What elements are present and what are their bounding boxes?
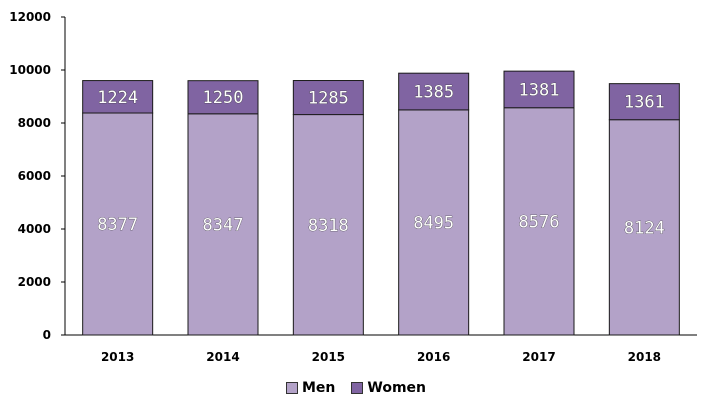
y-tick-label: 6000 <box>18 169 51 183</box>
data-label-women-2015: 1285 <box>308 89 349 109</box>
bar-men-2013 <box>82 112 154 336</box>
data-label-men-2016: 8495 <box>413 213 454 233</box>
x-tick-label: 2018 <box>628 350 661 364</box>
data-label-men-2013: 8377 <box>97 215 138 235</box>
legend-label-women: Women <box>367 380 427 396</box>
legend-item-women: Women <box>351 380 426 396</box>
bar-women-2018 <box>608 83 680 121</box>
x-tick-label: 2013 <box>101 350 134 364</box>
bar-men-2015 <box>292 114 364 336</box>
x-tick-label: 2017 <box>522 350 555 364</box>
bar-women-2013 <box>82 80 154 114</box>
y-tick-label: 12000 <box>9 10 51 24</box>
legend-label-men: Men <box>301 380 336 396</box>
bar-women-2017 <box>503 70 575 109</box>
x-axis: 2013 2014 2015 2016 2017 2018 <box>65 334 697 364</box>
bar-women-2015 <box>292 80 364 116</box>
x-tick-label: 2016 <box>417 350 450 364</box>
data-label-women-2013: 1224 <box>97 88 138 108</box>
legend-swatch-women <box>351 382 364 394</box>
legend-item-men: Men <box>285 380 336 396</box>
y-tick-label: 4000 <box>18 222 51 236</box>
bar-women-2014 <box>187 80 259 115</box>
data-label-men-2015: 8318 <box>308 216 349 236</box>
x-tick-label: 2014 <box>206 350 239 364</box>
bars <box>82 70 680 336</box>
data-labels: 8377 1224 8347 1250 8318 1285 8495 1385 8576 1381… <box>97 80 665 239</box>
data-label-women-2018: 1361 <box>624 93 665 113</box>
data-label-women-2016: 1385 <box>413 83 454 103</box>
bar-women-2016 <box>398 72 470 111</box>
y-tick-label: 10000 <box>9 63 51 77</box>
bar-men-2017 <box>503 107 575 336</box>
x-tick-label: 2015 <box>312 350 345 364</box>
y-tick-label: 2000 <box>18 275 51 289</box>
bar-men-2014 <box>187 113 259 336</box>
legend: Men Women <box>0 380 712 396</box>
legend-swatch-men <box>285 382 298 394</box>
y-tick-label: 8000 <box>18 116 51 130</box>
data-label-women-2017: 1381 <box>519 80 560 100</box>
data-label-men-2014: 8347 <box>203 215 244 235</box>
data-label-men-2018: 8124 <box>624 218 665 238</box>
y-tick-label: 0 <box>43 328 51 342</box>
y-axis: 0 2000 4000 6000 8000 10000 12000 <box>9 10 66 342</box>
data-label-men-2017: 8576 <box>519 212 560 232</box>
data-label-women-2014: 1250 <box>203 88 244 108</box>
